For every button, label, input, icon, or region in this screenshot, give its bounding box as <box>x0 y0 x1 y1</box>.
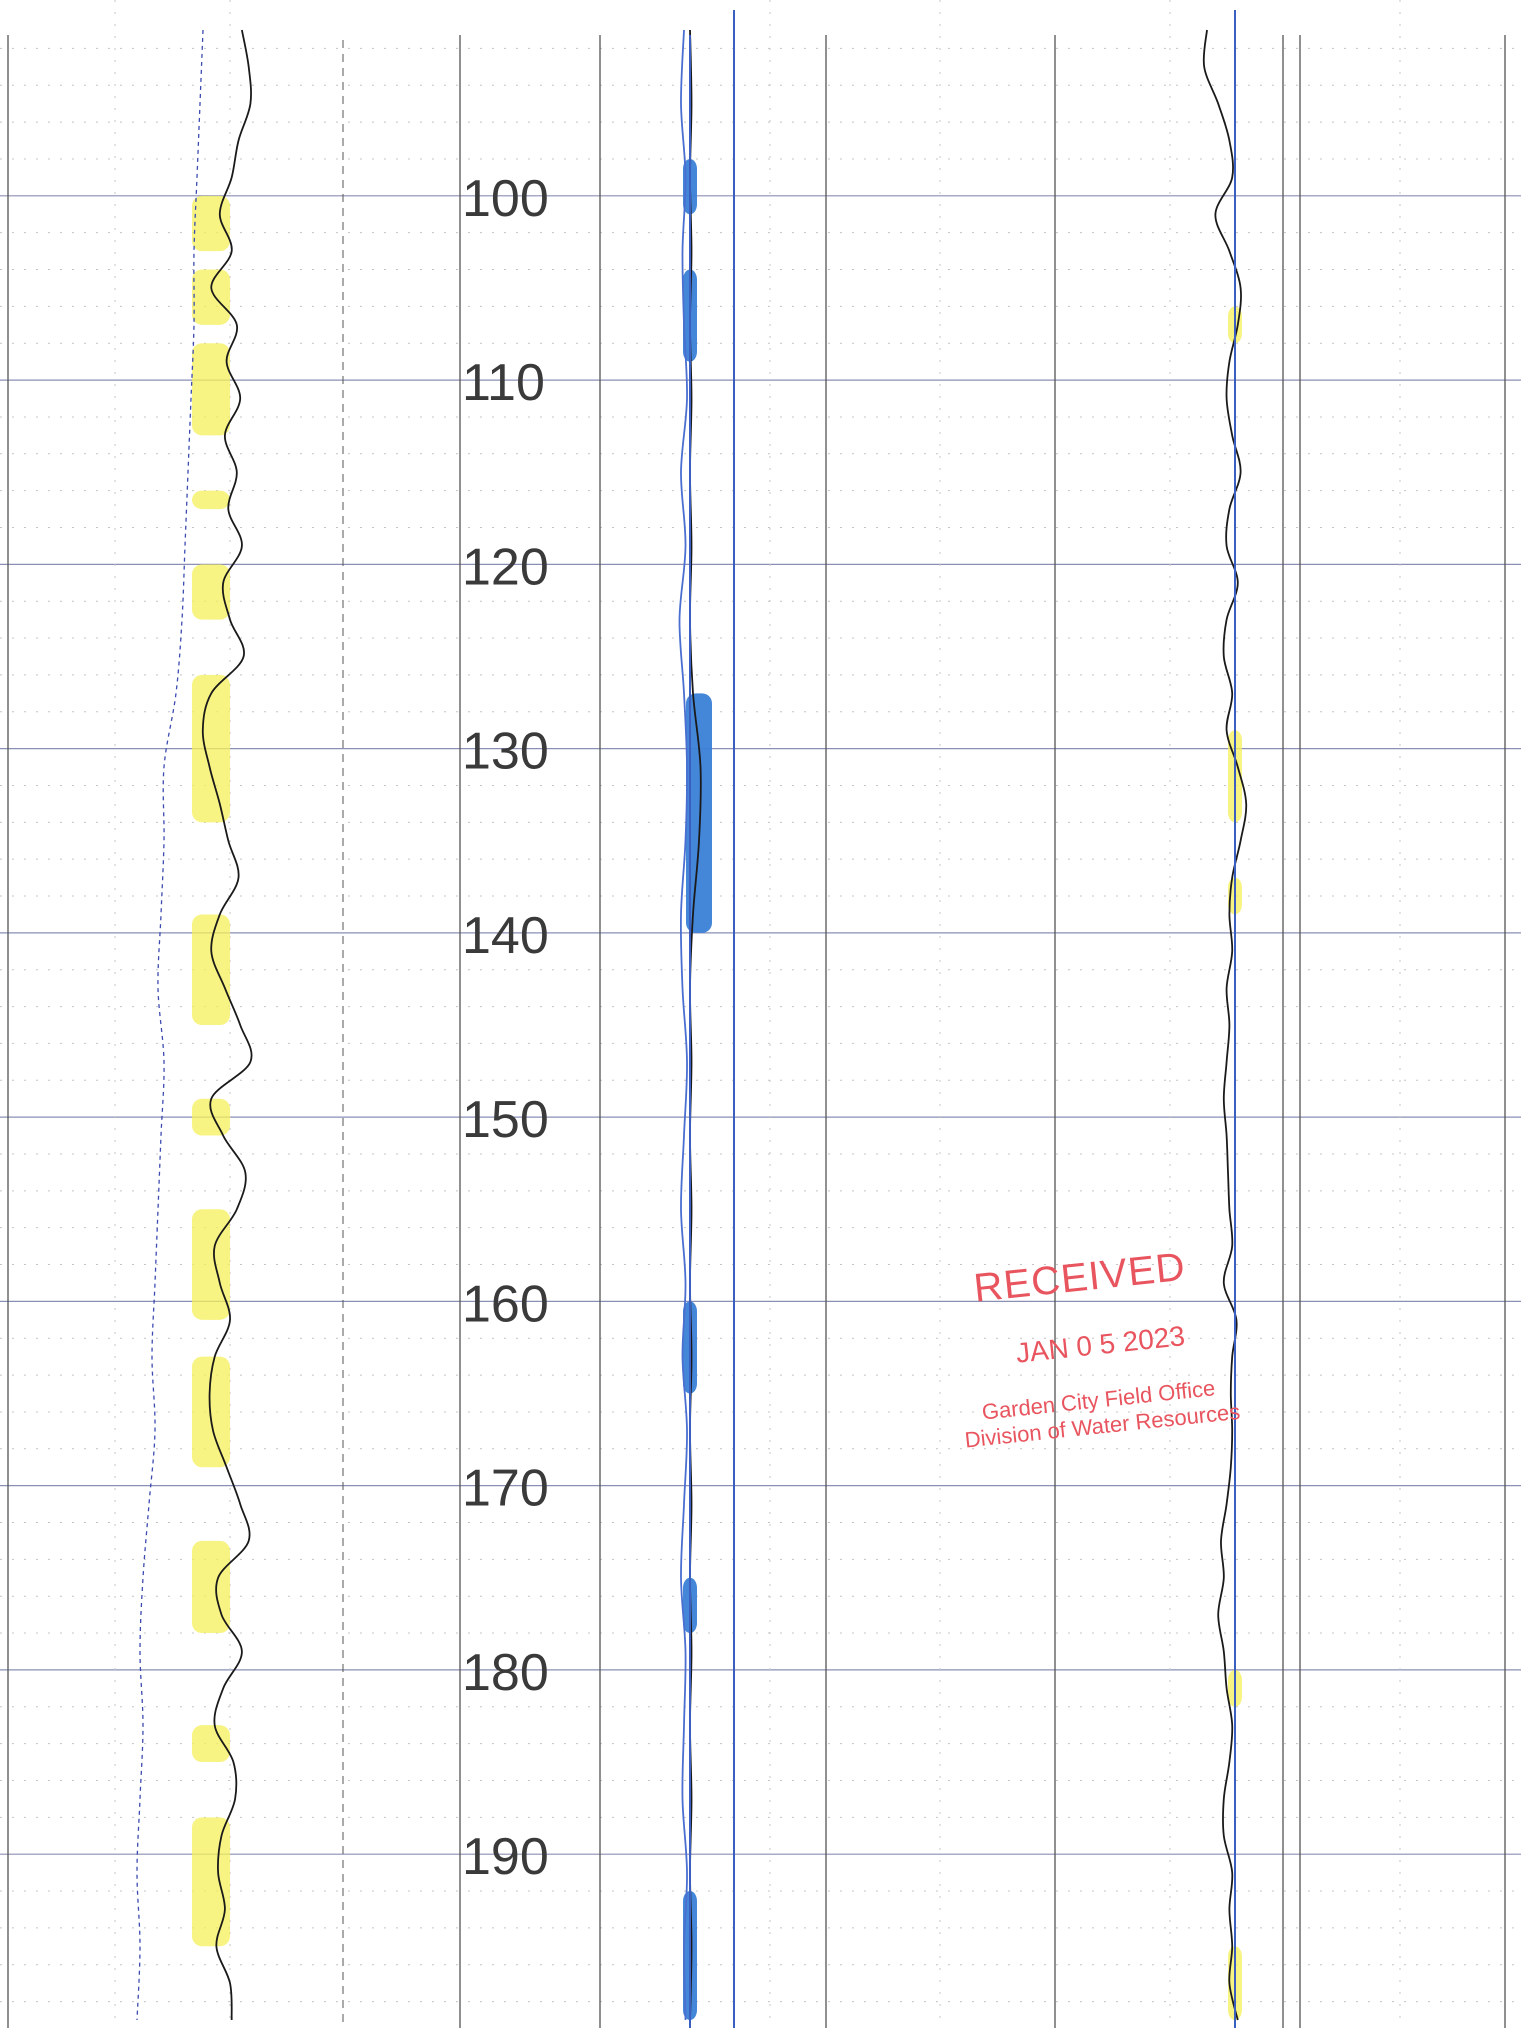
depth-label: 170 <box>462 1460 549 1518</box>
depth-label: 110 <box>462 354 545 412</box>
highlight-interval <box>192 490 230 510</box>
depth-labels: 100 110 120 130 140 150 160 170 180 190 <box>462 170 549 1886</box>
stamp-date: JAN 0 5 2023 <box>1014 1320 1186 1369</box>
depth-label: 120 <box>462 538 549 596</box>
highlight-interval <box>192 269 230 325</box>
track-borders <box>7 10 1506 2028</box>
highlight-interval <box>192 674 230 823</box>
highlight-interval <box>192 343 230 436</box>
depth-label: 150 <box>462 1091 549 1149</box>
highlight-interval <box>192 564 230 620</box>
highlight-interval <box>192 195 230 252</box>
highlight-interval <box>686 693 712 933</box>
log-curve <box>201 29 253 2021</box>
highlight-interval <box>192 1209 230 1320</box>
highlight-interval <box>192 1817 230 1947</box>
log-curve <box>678 29 688 2021</box>
highlight-interval <box>192 914 230 1025</box>
log-curve <box>136 29 204 2021</box>
highlight-interval <box>192 1098 230 1136</box>
highlight-interval <box>192 1725 230 1763</box>
highlight-layer <box>192 158 1242 2020</box>
depth-label: 160 <box>462 1275 549 1333</box>
depth-label: 180 <box>462 1644 549 1702</box>
depth-label: 100 <box>462 170 549 228</box>
depth-label: 130 <box>462 723 549 781</box>
log-curve <box>1202 29 1248 2021</box>
depth-label: 140 <box>462 907 549 965</box>
received-stamp: RECEIVED JAN 0 5 2023 Garden City Field … <box>963 1245 1241 1453</box>
depth-label: 190 <box>462 1828 549 1886</box>
